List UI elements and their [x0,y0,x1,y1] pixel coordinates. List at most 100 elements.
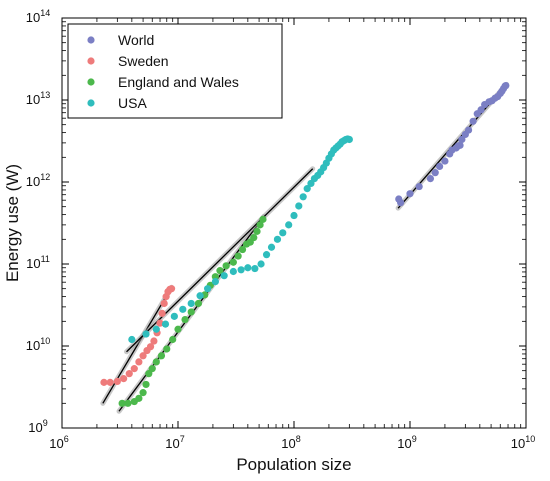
axis-ticks: 106 107 108 109 1010 109 1010 1011 1012 1013 1014 [26,8,535,451]
data-point [187,299,195,308]
data-point [120,375,128,383]
data-point [167,285,176,293]
data-point [431,169,439,177]
data-point [216,267,224,275]
y-tick-label: 109 [28,418,47,435]
x-tick-label: 107 [165,434,184,451]
fit-line [102,286,173,404]
data-point [220,272,228,280]
data-point [426,175,435,183]
data-point [135,394,143,402]
data-point [148,365,156,373]
data-point [251,264,259,273]
x-tick-label: 109 [397,434,416,451]
data-point [436,162,444,170]
data-point [469,117,477,125]
x-axis-title: Population size [236,455,351,474]
data-point [170,312,178,320]
data-point [145,370,153,378]
data-point [130,365,138,373]
data-point [174,325,182,333]
data-point [181,315,189,324]
series-england-and-wales [118,215,267,407]
data-point [204,285,212,293]
data-point [229,258,237,266]
legend-label: England and Wales [118,74,239,90]
data-point [234,252,242,260]
data-point [295,202,303,210]
data-point [106,378,114,386]
data-point [257,260,265,268]
y-tick-label: 1013 [26,90,50,107]
data-point [464,126,473,134]
series-world [395,81,510,207]
data-point [441,157,449,165]
data-point [303,185,311,193]
data-point [160,299,168,308]
data-point [290,211,298,220]
data-point [118,399,126,407]
series-sweden [100,285,176,386]
legend-label: USA [118,95,147,111]
data-point [187,308,195,316]
data-point [135,358,143,366]
data-point [256,221,264,229]
data-point [179,305,187,313]
data-point [229,267,237,276]
data-point [477,106,485,114]
data-point [456,141,464,149]
data-point [222,262,230,270]
data-point [406,190,414,198]
x-tick-label: 106 [49,434,68,451]
data-point [146,343,155,351]
data-point [169,335,177,344]
data-point [113,377,121,386]
data-point [259,215,267,223]
x-tick-label: 1010 [511,434,535,451]
data-point [142,330,150,338]
data-point [157,352,166,360]
fit-lines [100,81,510,414]
data-point [196,292,204,300]
data-point [156,319,164,327]
legend-marker [87,78,95,86]
data-point [502,81,510,90]
series-usa [128,135,353,344]
legend-marker [87,99,95,107]
data-point [250,233,258,242]
data-point [152,325,160,333]
legend-box [67,23,283,119]
data-point [139,389,147,397]
data-point [238,245,247,254]
data-point [139,352,147,360]
legend-label: World [118,32,154,48]
fit-line [126,168,314,353]
data-point [163,345,171,353]
data-point [211,278,219,286]
legend-marker [87,36,95,44]
data-point [152,358,160,366]
legend-label: Sweden [118,53,169,69]
data-point [415,182,423,191]
data-point [285,221,293,229]
data-point [458,135,466,144]
data-point [267,243,276,251]
data-point [273,235,282,243]
data-point [397,199,405,207]
data-point [100,378,108,386]
y-axis-title: Energy use (W) [3,164,22,282]
data-point [299,193,307,201]
x-tick-label: 108 [281,434,300,451]
y-tick-label: 1011 [26,254,50,271]
legend: World Sweden England and Wales USA [67,23,283,119]
data-point [150,337,158,345]
data-point [262,251,271,259]
data-point [161,320,170,328]
data-point [128,335,136,344]
y-tick-label: 1014 [26,8,50,25]
data-point [158,309,166,317]
data-point [237,266,245,274]
y-tick-label: 1012 [26,172,50,189]
data-points [100,81,510,407]
